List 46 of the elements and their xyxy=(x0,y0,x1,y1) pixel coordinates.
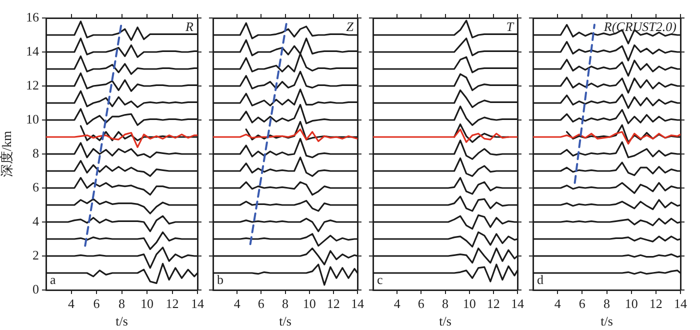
x-tick-label: 8 xyxy=(282,296,288,312)
annotation: a xyxy=(50,272,56,287)
x-tick-label: 12 xyxy=(649,296,662,312)
y-tick-label: 6 xyxy=(32,179,40,194)
annotation: Z xyxy=(346,18,354,34)
y-tick-label: 12 xyxy=(26,77,39,92)
x-tick-label: 6 xyxy=(93,296,100,312)
x-tick-label: 8 xyxy=(442,296,448,312)
x-tick-label: 12 xyxy=(166,296,179,312)
x-tick-label: 14 xyxy=(511,296,524,312)
annotation: d xyxy=(537,272,544,287)
x-tick-label: 6 xyxy=(418,296,425,312)
x-tick-label: 4 xyxy=(68,296,75,312)
x-tick-label: 4 xyxy=(394,296,401,312)
x-tick-label: 4 xyxy=(234,296,241,312)
y-tick-label: 4 xyxy=(32,213,40,228)
x-tick-label: 10 xyxy=(302,296,316,312)
y-tick-label: 0 xyxy=(32,281,39,296)
y-tick-label: 14 xyxy=(26,43,40,58)
y-tick-label: 8 xyxy=(32,145,39,160)
y-tick-label: 2 xyxy=(32,247,39,262)
x-tick-label: 10 xyxy=(462,296,476,312)
annotation: R(CRUST2.0) xyxy=(602,18,676,34)
x-tick-label: 10 xyxy=(140,296,154,312)
x-tick-label: 12 xyxy=(486,296,500,312)
x-tick-label: 12 xyxy=(326,296,340,312)
x-axis-title: t/s xyxy=(279,314,292,329)
x-axis-title: t/s xyxy=(116,314,128,329)
x-tick-label: 4 xyxy=(554,296,562,312)
annotation: c xyxy=(377,272,383,287)
y-tick-label: 10 xyxy=(26,111,39,126)
x-tick-label: 6 xyxy=(578,296,586,312)
x-tick-label: 14 xyxy=(191,296,204,312)
annotation: b xyxy=(217,272,224,287)
y-axis-title: 深度/km xyxy=(0,130,14,178)
y-tick-label: 16 xyxy=(26,9,40,24)
x-tick-label: 14 xyxy=(674,296,688,312)
x-axis-title: t/s xyxy=(439,314,452,329)
x-tick-label: 6 xyxy=(258,296,265,312)
x-axis-title: t/s xyxy=(600,314,613,329)
x-tick-label: 8 xyxy=(118,296,125,312)
annotation: R xyxy=(184,18,194,34)
x-tick-label: 14 xyxy=(351,296,364,312)
annotation: T xyxy=(506,18,514,34)
x-tick-label: 10 xyxy=(624,296,638,312)
x-tick-label: 8 xyxy=(604,296,610,312)
